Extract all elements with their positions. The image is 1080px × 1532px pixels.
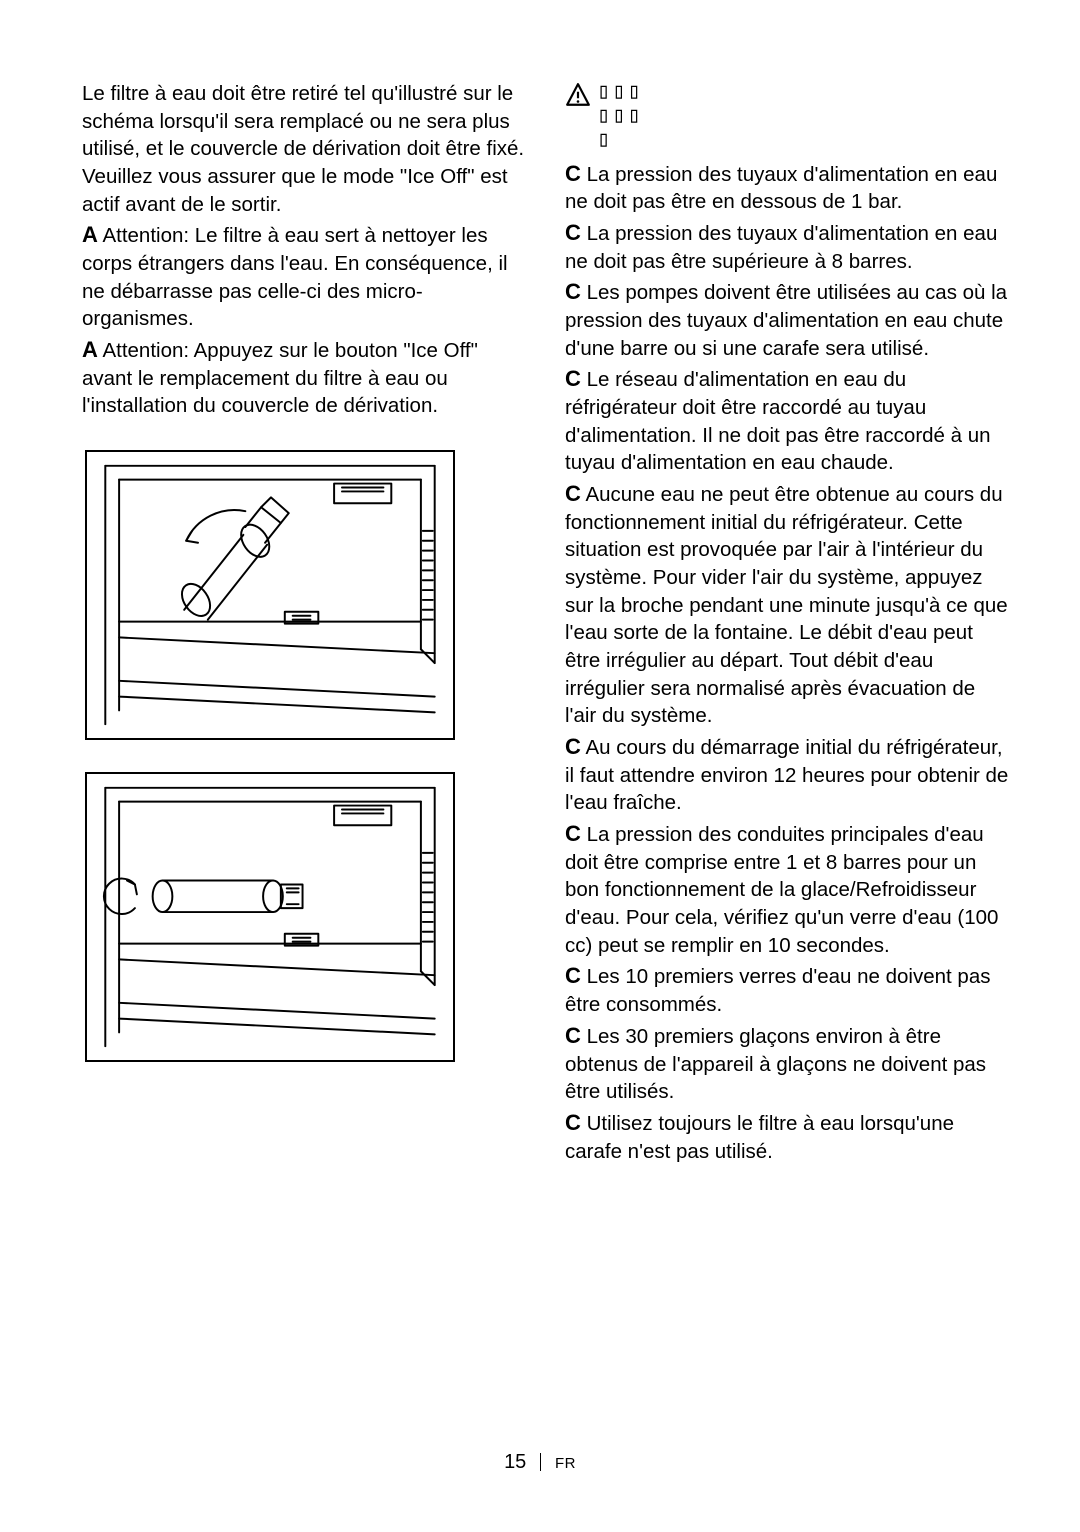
c-text-7: Les 10 premiers verres d'eau ne doivent … [565, 965, 990, 1016]
page-footer: 15 FR [0, 1451, 1080, 1474]
attention-item-0: A Attention: Le filtre à eau sert à nett… [82, 220, 529, 333]
figure-1 [85, 450, 455, 740]
figure-1-svg [87, 452, 453, 738]
c-lead-1: C [565, 220, 581, 245]
c-lead-4: C [565, 481, 581, 506]
warning-line-1: ▯▯▯ [597, 104, 643, 128]
c-item-3: C Le réseau d'alimentation en eau du réf… [565, 364, 1012, 477]
c-lead-2: C [565, 279, 581, 304]
c-text-2: Les pompes doivent être utilisées au cas… [565, 281, 1007, 359]
attention-text-1: Attention: Appuyez sur le bouton "Ice Of… [82, 339, 478, 417]
footer-separator-icon [540, 1453, 542, 1471]
c-item-8: C Les 30 premiers glaçons environ à être… [565, 1021, 1012, 1106]
warning-header-text: ▯▯▯ ▯▯▯ ▯ [597, 80, 643, 153]
c-lead-6: C [565, 821, 581, 846]
left-column: Le filtre à eau doit être retiré tel qu'… [82, 80, 529, 1167]
intro-text: Le filtre à eau doit être retiré tel qu'… [82, 82, 524, 216]
c-item-4: C Aucune eau ne peut être obtenue au cou… [565, 479, 1012, 730]
c-lead-0: C [565, 161, 581, 186]
attention-text-0: Attention: Le filtre à eau sert à nettoy… [82, 224, 508, 330]
c-text-4: Aucune eau ne peut être obtenue au cours… [565, 483, 1008, 727]
page-language: FR [555, 1455, 576, 1472]
figure-2-svg [87, 774, 453, 1060]
c-item-9: C Utilisez toujours le filtre à eau lors… [565, 1108, 1012, 1165]
two-column-layout: Le filtre à eau doit être retiré tel qu'… [82, 80, 1012, 1167]
c-lead-8: C [565, 1023, 581, 1048]
c-text-9: Utilisez toujours le filtre à eau lorsqu… [565, 1112, 954, 1163]
c-item-0: C La pression des tuyaux d'alimentation … [565, 159, 1012, 216]
warning-line-0: ▯▯▯ [597, 80, 643, 104]
attention-lead-0: A [82, 222, 98, 247]
figure-2 [85, 772, 455, 1062]
c-item-2: C Les pompes doivent être utilisées au c… [565, 277, 1012, 362]
c-lead-9: C [565, 1110, 581, 1135]
intro-paragraph: Le filtre à eau doit être retiré tel qu'… [82, 80, 529, 218]
c-item-7: C Les 10 premiers verres d'eau ne doiven… [565, 961, 1012, 1018]
c-text-5: Au cours du démarrage initial du réfrigé… [565, 736, 1008, 814]
c-lead-5: C [565, 734, 581, 759]
c-text-8: Les 30 premiers glaçons environ à être o… [565, 1025, 986, 1103]
page-number: 15 [504, 1451, 526, 1473]
c-item-1: C La pression des tuyaux d'alimentation … [565, 218, 1012, 275]
c-lead-7: C [565, 963, 581, 988]
page-root: Le filtre à eau doit être retiré tel qu'… [0, 0, 1080, 1532]
right-column: ▯▯▯ ▯▯▯ ▯ C La pression des tuyaux d'ali… [565, 80, 1012, 1167]
warning-header: ▯▯▯ ▯▯▯ ▯ [565, 80, 1012, 153]
c-item-5: C Au cours du démarrage initial du réfri… [565, 732, 1012, 817]
c-text-6: La pression des conduites principales d'… [565, 823, 998, 957]
attention-item-1: A Attention: Appuyez sur le bouton "Ice … [82, 335, 529, 420]
c-text-0: La pression des tuyaux d'alimentation en… [565, 163, 997, 214]
c-lead-3: C [565, 366, 581, 391]
c-text-3: Le réseau d'alimentation en eau du réfri… [565, 368, 991, 474]
attention-lead-1: A [82, 337, 98, 362]
c-item-6: C La pression des conduites principales … [565, 819, 1012, 959]
c-text-1: La pression des tuyaux d'alimentation en… [565, 222, 997, 273]
warning-triangle-icon [565, 82, 591, 108]
warning-line-2: ▯ [597, 128, 643, 152]
